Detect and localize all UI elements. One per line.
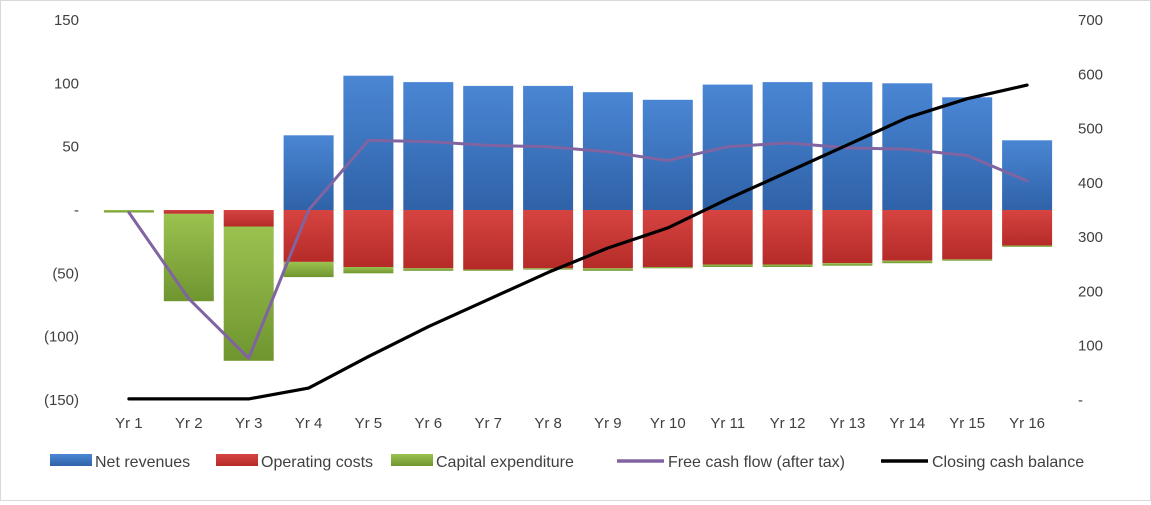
bar-operating-costs-8 xyxy=(523,210,574,269)
bar-capital-expenditure-3 xyxy=(223,226,274,361)
bar-net-revenues-5 xyxy=(343,75,394,210)
bar-operating-costs-11 xyxy=(702,210,753,265)
left-tick-label: (100) xyxy=(44,329,79,346)
bar-net-revenues-14 xyxy=(882,83,933,210)
left-tick-label: 50 xyxy=(62,139,79,156)
bar-capital-expenditure-11 xyxy=(702,264,753,267)
left-tick-label: 100 xyxy=(54,75,79,92)
left-tick-label: (50) xyxy=(52,265,79,282)
right-axis: 700 600 500 400 300 200 100 - xyxy=(1078,12,1103,409)
bar-net-revenues-16 xyxy=(1002,140,1053,210)
bar-operating-costs-2 xyxy=(163,210,214,214)
bar-net-revenues-7 xyxy=(463,85,514,210)
lines-group xyxy=(127,83,1029,401)
bar-operating-costs-5 xyxy=(343,210,394,267)
x-tick-label: Yr 12 xyxy=(770,415,806,432)
bars-group xyxy=(103,75,1053,361)
bar-capital-expenditure-10 xyxy=(642,267,693,269)
bar-capital-expenditure-7 xyxy=(463,269,514,271)
bar-operating-costs-14 xyxy=(882,210,933,261)
bar-net-revenues-12 xyxy=(762,82,813,210)
legend-swatch xyxy=(391,454,433,466)
bar-capital-expenditure-8 xyxy=(523,268,574,270)
x-tick-label: Yr 4 xyxy=(295,415,323,432)
bar-capital-expenditure-2 xyxy=(163,213,214,302)
x-tick-label: Yr 1 xyxy=(115,415,143,432)
right-tick-label: 300 xyxy=(1078,229,1103,246)
x-tick-label: Yr 9 xyxy=(594,415,622,432)
x-tick-label: Yr 11 xyxy=(710,415,745,432)
x-tick-label: Yr 13 xyxy=(829,415,865,432)
bar-net-revenues-10 xyxy=(642,99,693,210)
bar-operating-costs-9 xyxy=(582,210,633,269)
right-tick-label: 600 xyxy=(1078,66,1103,83)
bar-operating-costs-6 xyxy=(403,210,454,269)
x-tick-label: Yr 6 xyxy=(415,415,443,432)
right-tick-label: - xyxy=(1078,392,1083,409)
bar-capital-expenditure-14 xyxy=(882,260,933,264)
bar-capital-expenditure-13 xyxy=(822,263,873,266)
x-tick-label: Yr 10 xyxy=(650,415,686,432)
bar-capital-expenditure-12 xyxy=(762,264,813,267)
bar-capital-expenditure-6 xyxy=(403,268,454,271)
left-tick-label: 150 xyxy=(54,12,79,29)
bar-operating-costs-13 xyxy=(822,210,873,264)
bar-operating-costs-12 xyxy=(762,210,813,265)
bar-operating-costs-15 xyxy=(942,210,993,260)
left-axis: 150 100 50 - (50) (100) (150) xyxy=(44,12,79,409)
legend-label: Net revenues xyxy=(95,454,190,471)
legend: Net revenues Operating costs Capital expen… xyxy=(50,454,1084,471)
right-tick-label: 700 xyxy=(1078,12,1103,29)
x-tick-label: Yr 14 xyxy=(889,415,925,432)
legend-swatch xyxy=(50,454,92,466)
line-closing-cash-balance xyxy=(127,83,1029,401)
x-tick-label: Yr 15 xyxy=(949,415,985,432)
right-tick-label: 500 xyxy=(1078,121,1103,138)
left-tick-label: - xyxy=(74,202,79,219)
legend-label: Operating costs xyxy=(261,454,373,471)
x-tick-label: Yr 16 xyxy=(1009,415,1045,432)
right-tick-label: 100 xyxy=(1078,338,1103,355)
x-tick-label: Yr 8 xyxy=(534,415,562,432)
bar-operating-costs-16 xyxy=(1002,210,1053,246)
x-tick-label: Yr 3 xyxy=(235,415,263,432)
bar-net-revenues-6 xyxy=(403,82,454,210)
right-tick-label: 400 xyxy=(1078,175,1103,192)
bar-capital-expenditure-16 xyxy=(1002,245,1053,247)
bar-capital-expenditure-9 xyxy=(582,268,633,271)
legend-label: Free cash flow (after tax) xyxy=(668,454,845,471)
legend-swatch xyxy=(216,454,258,466)
bar-operating-costs-3 xyxy=(223,210,274,227)
x-tick-label: Yr 2 xyxy=(175,415,203,432)
legend-label: Closing cash balance xyxy=(932,454,1084,471)
bar-operating-costs-7 xyxy=(463,210,514,270)
bar-capital-expenditure-4 xyxy=(283,261,334,278)
bar-capital-expenditure-15 xyxy=(942,259,993,261)
left-tick-label: (150) xyxy=(44,392,79,409)
legend-label: Capital expenditure xyxy=(436,454,574,471)
x-tick-label: Yr 5 xyxy=(355,415,383,432)
bar-net-revenues-4 xyxy=(283,135,334,210)
line-free-cash-flow-after-tax- xyxy=(127,138,1029,360)
x-axis: Yr 1 Yr 2 Yr 3 Yr 4 Yr 5 Yr 6 Yr 7 Yr 8 Yr 9 Yr 1… xyxy=(115,415,1045,432)
x-tick-label: Yr 7 xyxy=(474,415,502,432)
right-tick-label: 200 xyxy=(1078,283,1103,300)
bar-capital-expenditure-5 xyxy=(343,267,394,274)
